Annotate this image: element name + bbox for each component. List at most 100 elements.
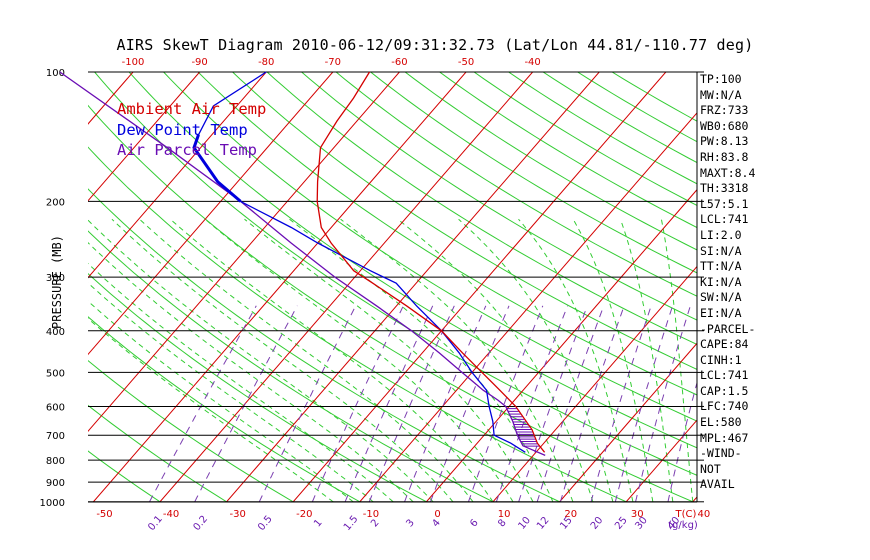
dry-adiabat-line (88, 104, 694, 502)
mixing-ratio-line (368, 305, 455, 502)
mixing-ratio-line (344, 305, 434, 502)
stat-item: -WIND- (700, 446, 742, 461)
dry-adiabat-line (88, 360, 294, 502)
moist-adiabat-line (660, 219, 694, 502)
isotherm-line (88, 72, 201, 202)
pressure-tick-label: 600 (46, 402, 65, 413)
mixing-ratio-line (311, 305, 404, 502)
mixing-ratio-unit: (g/kg) (668, 520, 698, 531)
stat-item: TP:100 (700, 72, 742, 86)
bottom-temp-tick-label: 30 (631, 509, 644, 520)
moist-adiabat-line (289, 218, 554, 502)
top-temp-tick-label: -70 (325, 57, 341, 68)
bottom-temp-tick-label: 0 (434, 509, 440, 520)
stat-item: LI:2.0 (700, 227, 742, 242)
bottom-temp-tick-label: 40 (698, 509, 711, 520)
bottom-temp-tick-label: -20 (296, 509, 312, 520)
isotherm-line (359, 112, 697, 502)
dry-adiabat-line (163, 72, 697, 422)
bottom-temp-tick-label: -50 (96, 509, 112, 520)
isotherm-line (159, 72, 534, 502)
moist-adiabat-line (518, 218, 634, 502)
stat-item: KI:N/A (700, 274, 742, 289)
stat-item: L57:5.1 (700, 196, 749, 211)
stat-item: LCL:741 (700, 212, 749, 227)
pressure-tick-label: 100 (46, 68, 65, 79)
legend-ambient-air-temp: Ambient Air Temp (117, 100, 267, 118)
stat-item: TH:3318 (700, 181, 749, 196)
stat-item: FRZ:733 (700, 103, 749, 118)
stat-item: TT:N/A (700, 259, 742, 274)
dry-adiabat-line (88, 404, 228, 502)
isotherm-line (559, 342, 697, 502)
top-temp-tick-label: -90 (191, 57, 207, 68)
mixing-ratio-line (404, 305, 487, 502)
moist-adiabat-line (340, 218, 574, 502)
pressure-tick-label: 1000 (40, 498, 65, 509)
mixing-ratio-line (495, 305, 569, 502)
pressure-tick-label: 400 (46, 327, 65, 338)
dry-adiabat-line (508, 72, 697, 185)
mixing-ratio-line (559, 305, 625, 502)
stat-item: RH:83.8 (700, 149, 749, 164)
bottom-temp-unit: T(C) (675, 509, 697, 520)
stat-item: AVAIL (700, 477, 735, 492)
dry-adiabat-line (88, 188, 561, 502)
stat-item: LCL:741 (700, 368, 749, 383)
dry-adiabat-line (301, 72, 697, 321)
stat-item: LFC:740 (700, 399, 749, 414)
isotherm-line (492, 265, 697, 502)
dry-adiabat-line (404, 72, 697, 251)
isotherm-line (826, 72, 870, 502)
stat-item: PW:8.13 (700, 134, 749, 149)
mixing-ratio-tick-label: 0.2 (191, 514, 210, 533)
stat-item: MAXT:8.4 (700, 165, 756, 180)
moist-adiabat-line (88, 242, 414, 502)
mixing-ratio-tick-label: 4 (430, 517, 443, 529)
isotherm-line (226, 72, 600, 502)
stat-item: CAPE:84 (700, 337, 749, 352)
dew-point-thick-segment (192, 134, 242, 203)
top-temp-tick-label: -40 (524, 57, 540, 68)
chart-title: AIRS SkewT Diagram 2010-06-12/09:31:32.7… (116, 36, 754, 54)
moist-adiabat-line (88, 300, 354, 502)
moist-adiabat-line (139, 218, 474, 502)
mixing-ratio-line (468, 305, 544, 502)
dry-adiabat-line (335, 72, 697, 297)
top-temp-tick-label: -50 (458, 57, 474, 68)
stat-item: CINH:1 (700, 352, 742, 367)
pressure-tick-label: 700 (46, 431, 65, 442)
stat-item: -PARCEL- (700, 321, 756, 336)
moist-adiabat-line (397, 218, 594, 502)
y-axis-label: PRESSURE (MB) (50, 235, 64, 329)
isotherm-line (759, 72, 870, 502)
moist-adiabat-line (88, 282, 374, 502)
bottom-temp-tick-label: -30 (230, 509, 246, 520)
ambient-air-temp-line (316, 71, 546, 453)
stat-item: EI:N/A (700, 305, 742, 320)
mixing-ratio-tick-label: 25 (613, 515, 630, 532)
bottom-temp-tick-label: -40 (163, 509, 179, 520)
stat-item: SI:N/A (700, 243, 742, 258)
mixing-ratio-tick-label: 8 (496, 517, 509, 529)
dry-adiabat-line (232, 72, 697, 370)
dry-adiabat-line (473, 72, 697, 207)
mixing-ratio-line (590, 305, 652, 502)
bottom-temp-tick-label: 10 (498, 509, 511, 520)
moist-adiabat-line (169, 218, 494, 502)
isotherm-line (88, 72, 334, 356)
moist-adiabat-line (244, 218, 534, 502)
mixing-ratio-tick-label: 0.5 (256, 514, 275, 533)
moist-adiabat-line (111, 218, 454, 502)
dry-adiabat-line (197, 72, 697, 396)
stat-item: EL:580 (700, 415, 742, 430)
dry-adiabat-line (266, 72, 697, 345)
mixing-ratio-tick-label: 3 (404, 517, 417, 529)
pressure-tick-label: 500 (46, 368, 65, 379)
isotherm-line (425, 188, 697, 502)
isotherm-line (625, 419, 697, 502)
mixing-ratio-line (430, 305, 510, 502)
pressure-tick-label: 200 (46, 197, 65, 208)
moist-adiabat-line (88, 262, 394, 502)
